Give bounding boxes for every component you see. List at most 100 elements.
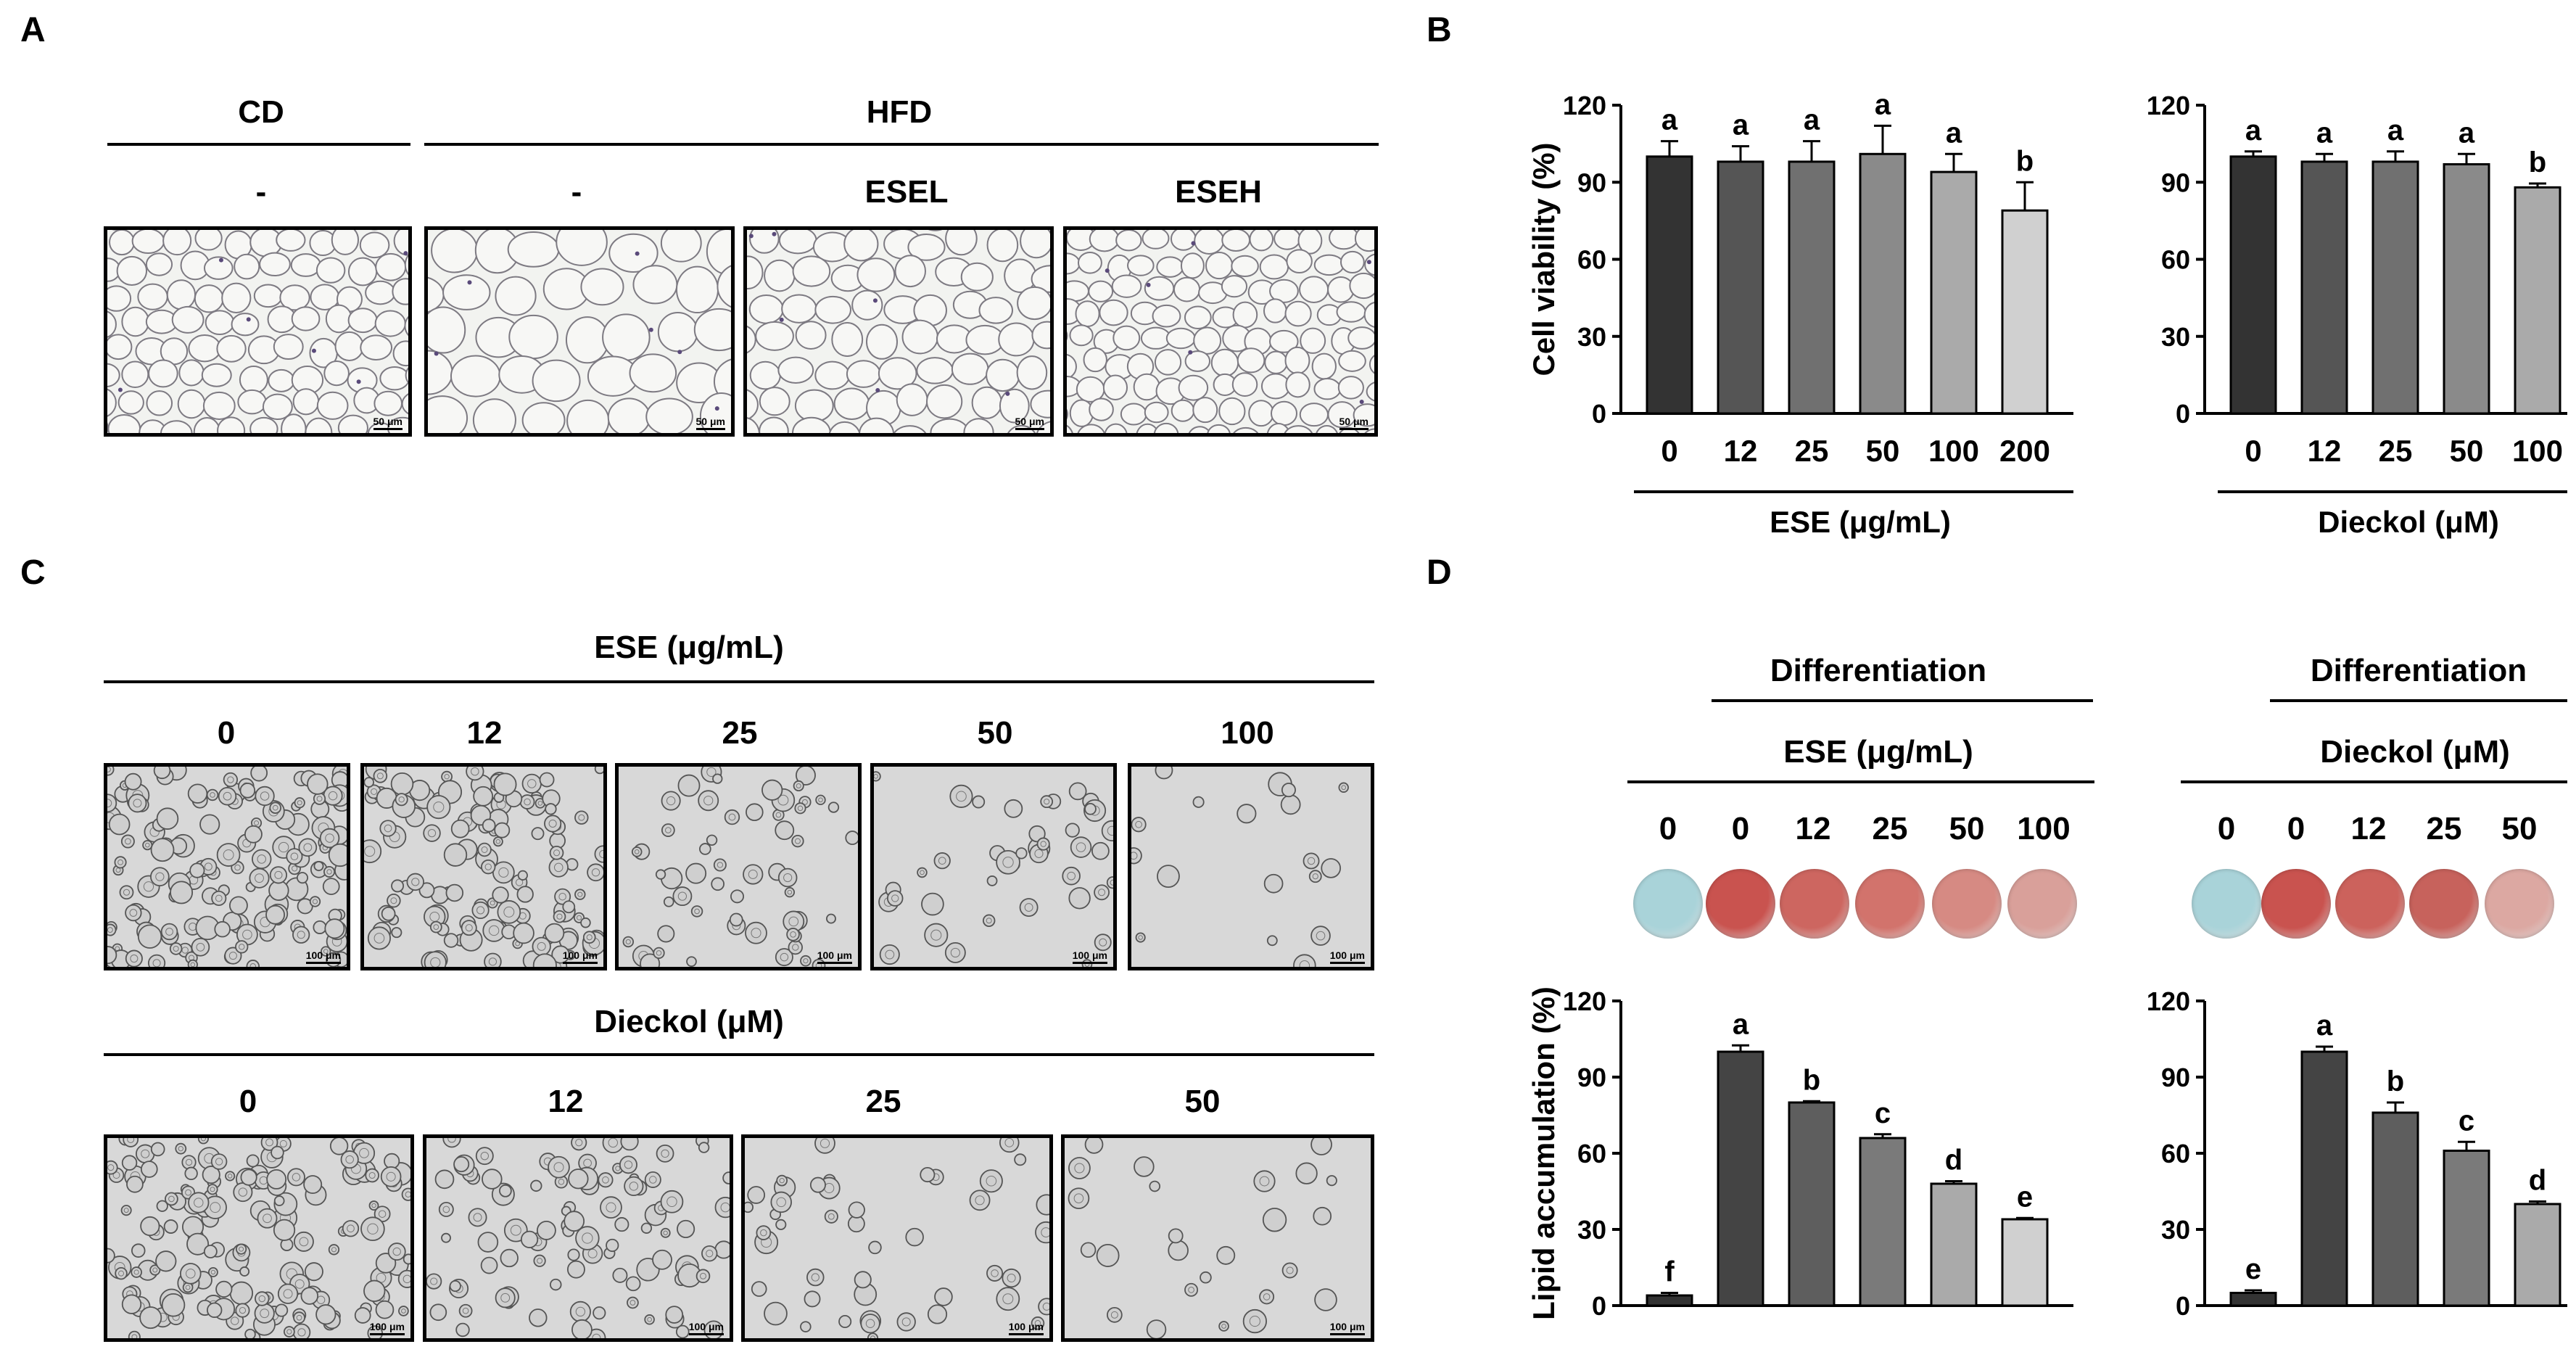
lipid-droplet: [185, 1189, 191, 1196]
y-tick-label: 30: [1577, 1215, 1606, 1245]
cell: [298, 838, 318, 857]
oil-red-o-well: [1706, 869, 1775, 939]
dose-label: 50: [977, 715, 1013, 751]
cell: [788, 939, 803, 955]
panel-letter-a: A: [20, 11, 46, 49]
lipid-droplet: [986, 1175, 997, 1187]
lipid-droplet: [706, 1250, 714, 1258]
adipocyte: [253, 284, 283, 308]
lipid-droplet: [647, 1316, 652, 1322]
lipid-droplet: [1002, 857, 1014, 868]
lipid-droplet: [1042, 1302, 1049, 1311]
cell: [624, 1176, 644, 1197]
adipocyte: [978, 297, 1014, 324]
dose-label: 25: [722, 715, 758, 751]
adipocyte: [1297, 230, 1323, 255]
cell: [307, 773, 329, 795]
lipid-droplet: [1007, 1274, 1016, 1283]
significance-letter: a: [2245, 115, 2262, 147]
cell: [1068, 782, 1087, 801]
adipocyte: [1036, 421, 1050, 433]
adipose-micrograph: 50 μm: [424, 226, 735, 437]
lipid-droplet: [490, 900, 495, 906]
well-dose-label: 25: [2426, 811, 2462, 846]
x-axis-label: ESE (μg/mL): [1770, 505, 1951, 539]
lipid-droplet: [345, 1155, 354, 1164]
cell: [228, 896, 248, 915]
lipid-droplet: [677, 891, 688, 901]
adipocyte: [865, 323, 899, 360]
lipid-droplet: [1110, 1311, 1118, 1319]
significance-letter: a: [1733, 1008, 1749, 1040]
lipid-droplet: [143, 881, 154, 892]
bar: [1930, 1182, 1978, 1307]
cell: [1168, 1228, 1184, 1244]
adipocyte: [205, 310, 235, 335]
cell: [660, 1227, 671, 1238]
group-label-cd: CD: [238, 94, 284, 130]
treatment-label: ESEH: [1175, 174, 1262, 210]
cell: [181, 1155, 197, 1170]
adipocyte: [268, 368, 295, 392]
cell: [445, 883, 464, 902]
cell: [550, 1278, 562, 1291]
cell: [567, 1248, 580, 1261]
adipocyte: [1144, 401, 1169, 424]
lipid-droplet: [292, 1173, 301, 1182]
cell: [1135, 932, 1146, 943]
cell: [660, 1190, 684, 1213]
cell: [114, 856, 127, 869]
group-line-hfd: [424, 143, 1379, 146]
cell: [1014, 1153, 1027, 1166]
lipid-droplet: [152, 959, 161, 967]
scale-bar: 50 μm: [1339, 416, 1368, 430]
cell: [381, 906, 396, 921]
lipid-droplet: [606, 1202, 616, 1213]
significance-letter: a: [1661, 104, 1678, 136]
cell: [627, 1296, 639, 1309]
lipid-droplet: [204, 862, 212, 871]
lipid-droplet: [465, 924, 473, 932]
adipocyte: [1136, 423, 1159, 433]
nucleus: [467, 280, 472, 285]
viability-chart-dieckol: 0 30 60 90 120 a 0 a 12 a 25 a 50 b 100 Dieckol (μM): [2147, 91, 2567, 539]
lipid-droplet: [558, 892, 566, 901]
oil-red-o-well: [1780, 869, 1849, 939]
nucleus: [875, 387, 880, 392]
cell: [373, 768, 388, 783]
cell: [475, 1147, 494, 1166]
lipid-droplet: [1259, 1176, 1270, 1187]
x-tick-label: 25: [2379, 434, 2413, 468]
cell: [751, 1281, 767, 1297]
adipocyte: [565, 316, 609, 364]
nucleus: [1146, 282, 1151, 287]
adipocyte: [1089, 230, 1120, 252]
cell: [216, 843, 241, 867]
group-label-hfd: HFD: [866, 94, 933, 130]
lipid-droplet: [117, 859, 124, 865]
cell: [324, 918, 345, 939]
adipocyte: [657, 312, 698, 353]
cell: [375, 1253, 397, 1274]
adipocyte: [359, 231, 390, 259]
lipid-droplet: [1044, 799, 1050, 805]
cell: [804, 1290, 821, 1308]
cell: [429, 920, 442, 933]
cell: [391, 927, 402, 939]
cell: [303, 1175, 323, 1195]
lipid-droplet: [286, 1329, 292, 1335]
adipocyte: [1221, 230, 1251, 252]
cell-micrograph: 100 μm: [1128, 763, 1374, 970]
cell: [1084, 803, 1097, 815]
panel-letter-d: D: [1427, 553, 1452, 592]
lipid-droplet: [694, 908, 700, 915]
cell: [121, 1294, 142, 1314]
adipocyte: [1299, 276, 1329, 303]
lipid-droplet: [125, 838, 131, 845]
lipid-droplet: [210, 1202, 221, 1213]
adipocyte: [693, 308, 731, 352]
lipid-droplet: [615, 1166, 621, 1171]
lipid-droplet: [1299, 960, 1310, 967]
cell: [536, 1220, 556, 1240]
cell: [815, 794, 826, 806]
